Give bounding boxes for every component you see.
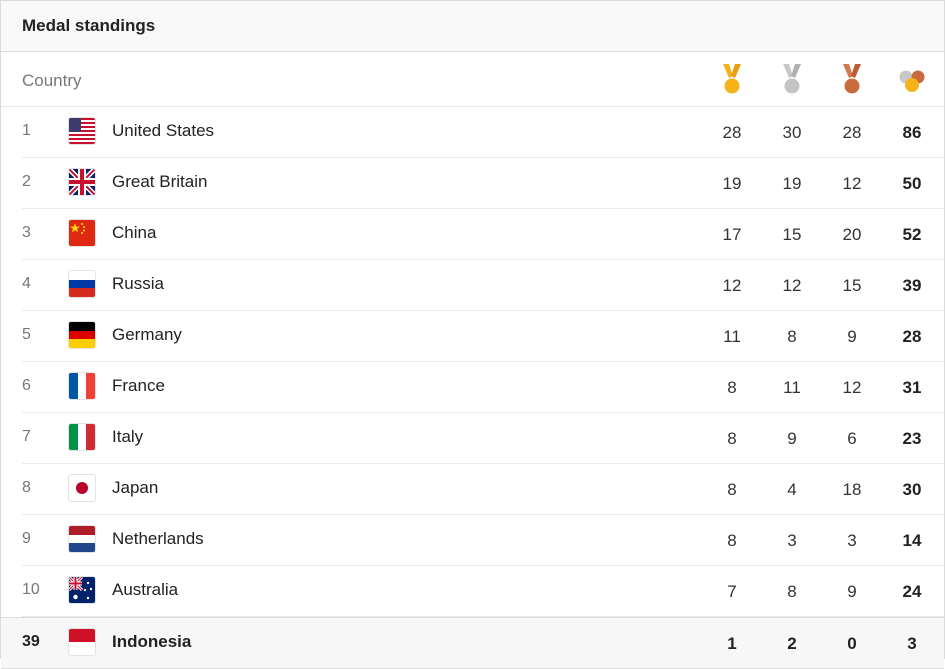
table-row[interactable]: 5 Germany 11 8 9 28 [22, 311, 944, 362]
country-name: China [112, 223, 157, 242]
silver-count: 11 [783, 378, 801, 397]
card-header: Medal standings [1, 1, 944, 52]
total-count: 23 [902, 429, 922, 448]
nl-flag-icon [69, 526, 95, 552]
country-name: Great Britain [112, 172, 208, 191]
gold-count: 1 [727, 634, 737, 653]
country-name: Australia [112, 580, 179, 599]
id-flag-icon [69, 629, 95, 655]
jp-flag-icon [69, 475, 95, 501]
rank-cell: 1 [22, 122, 31, 139]
de-flag-icon [69, 322, 95, 348]
rank-cell: 3 [22, 224, 31, 241]
rank-cell: 2 [22, 173, 31, 190]
rank-cell: 9 [22, 530, 31, 547]
table-row[interactable]: 4 Russia 12 12 15 39 [22, 260, 944, 311]
silver-count: 8 [787, 582, 797, 601]
table-row[interactable]: 6 France 8 11 12 31 [22, 362, 944, 413]
silver-medal-icon [779, 64, 805, 96]
silver-count: 2 [787, 634, 797, 653]
bronze-count: 15 [842, 276, 862, 295]
rank-cell: 8 [22, 479, 31, 496]
gold-count: 28 [722, 123, 742, 142]
table-row[interactable]: 2 Great Britain 19 19 12 50 [22, 158, 944, 209]
silver-count: 15 [782, 225, 802, 244]
country-column-label: Country [22, 71, 82, 90]
bronze-count: 20 [842, 225, 862, 244]
gold-count: 17 [722, 225, 742, 244]
table-row[interactable]: 1 United States 28 30 28 86 [22, 107, 944, 158]
total-count: 30 [902, 480, 922, 499]
country-name: Netherlands [112, 529, 204, 548]
bronze-count: 9 [847, 582, 857, 601]
gold-count: 7 [727, 582, 737, 601]
column-header-row: Country [1, 52, 944, 107]
gold-count: 8 [727, 531, 737, 550]
total-count: 14 [902, 531, 922, 550]
table-row[interactable]: 10 Australia 7 8 9 24 [22, 566, 944, 617]
total-count: 3 [907, 634, 917, 653]
country-name: Indonesia [112, 632, 192, 651]
it-flag-icon [69, 424, 95, 450]
silver-count: 30 [782, 123, 802, 142]
us-flag-icon [69, 118, 95, 144]
silver-count: 4 [787, 480, 797, 499]
au-flag-icon [69, 577, 95, 603]
total-count: 86 [902, 123, 922, 142]
bronze-count: 12 [842, 378, 862, 397]
total-count: 39 [902, 276, 922, 295]
total-count: 24 [902, 582, 922, 601]
gb-flag-icon [69, 169, 95, 195]
silver-count: 8 [787, 327, 797, 346]
table-row[interactable]: 8 Japan 8 4 18 30 [22, 464, 944, 515]
country-name: Germany [112, 325, 182, 344]
table-row[interactable]: 3 China 17 15 20 52 [22, 209, 944, 260]
gold-count: 8 [727, 480, 737, 499]
silver-count: 19 [782, 174, 802, 193]
total-count: 31 [902, 378, 922, 397]
cn-flag-icon [69, 220, 95, 246]
bronze-count: 6 [847, 429, 857, 448]
rank-cell: 4 [22, 275, 31, 292]
card-title: Medal standings [22, 16, 156, 35]
table-row[interactable]: 39 Indonesia 1 2 0 3 [1, 617, 944, 669]
silver-count: 3 [787, 531, 797, 550]
country-name: France [112, 376, 165, 395]
table-row[interactable]: 9 Netherlands 8 3 3 14 [22, 515, 944, 566]
total-count: 50 [902, 174, 922, 193]
country-name: Russia [112, 274, 164, 293]
gold-count: 11 [723, 327, 741, 346]
silver-count: 9 [787, 429, 797, 448]
bronze-count: 28 [842, 123, 862, 142]
country-name: Italy [112, 427, 144, 446]
silver-count: 12 [782, 276, 802, 295]
bronze-count: 3 [847, 531, 857, 550]
rank-cell: 39 [22, 633, 40, 650]
standings-table: 1 United States 28 30 28 86 2 Great Britain 19 19… [1, 107, 944, 669]
rank-cell: 5 [22, 326, 31, 343]
rank-cell: 7 [22, 428, 31, 445]
total-medals-icon [898, 64, 925, 96]
rank-cell: 6 [22, 377, 31, 394]
rank-cell: 10 [22, 581, 40, 598]
total-count: 52 [902, 225, 922, 244]
gold-count: 19 [722, 174, 742, 193]
bronze-count: 12 [842, 174, 862, 193]
bronze-count: 18 [842, 480, 862, 499]
country-name: Japan [112, 478, 159, 497]
country-name: United States [112, 121, 215, 140]
gold-count: 8 [727, 429, 737, 448]
ru-flag-icon [69, 271, 95, 297]
table-row[interactable]: 7 Italy 8 9 6 23 [22, 413, 944, 464]
gold-count: 12 [722, 276, 742, 295]
bronze-medal-icon [839, 64, 865, 96]
bronze-count: 9 [847, 327, 857, 346]
total-count: 28 [902, 327, 922, 346]
bronze-count: 0 [847, 634, 857, 653]
gold-medal-icon [719, 64, 745, 96]
fr-flag-icon [69, 373, 95, 399]
gold-count: 8 [727, 378, 737, 397]
